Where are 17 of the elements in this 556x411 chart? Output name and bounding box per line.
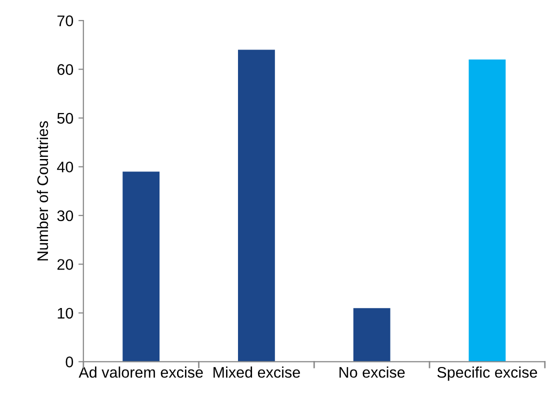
- x-tick-label: Mixed excise: [214, 366, 300, 378]
- y-tick-label: 60: [57, 64, 74, 75]
- bar: [238, 50, 275, 362]
- y-tick-label: 30: [57, 210, 74, 222]
- y-tick-label: 50: [57, 112, 74, 124]
- y-axis-title: Number of Countries: [36, 121, 48, 260]
- y-tick-label: 20: [57, 259, 74, 270]
- x-tick-label: No excise: [340, 366, 405, 378]
- y-tick-label: 40: [57, 162, 74, 172]
- y-tick-label: 10: [58, 308, 74, 319]
- bar: [122, 172, 160, 362]
- x-tick-label: Specific excise: [437, 366, 538, 381]
- bar: [468, 60, 506, 362]
- x-tick-label: Ad valorem excise: [78, 366, 203, 378]
- y-tick-label: 70: [57, 15, 74, 26]
- bar: [353, 308, 390, 362]
- y-tick-label: 0: [66, 356, 74, 368]
